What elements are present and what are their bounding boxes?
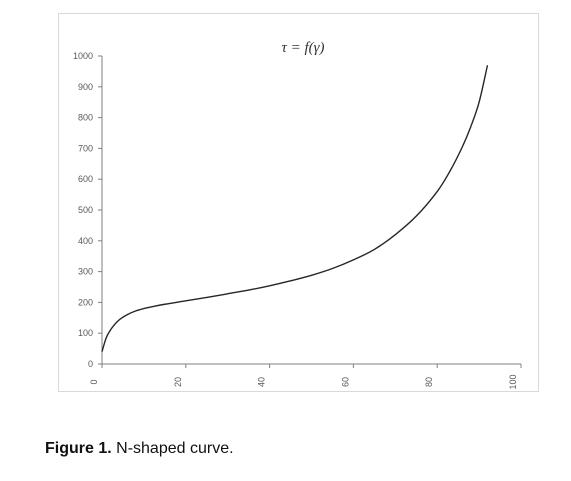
y-tick-label: 400 bbox=[78, 236, 93, 246]
y-tick-label: 100 bbox=[78, 328, 93, 338]
series-layer bbox=[101, 65, 489, 352]
y-tick-label: 700 bbox=[78, 143, 93, 153]
y-tick-label: 600 bbox=[78, 174, 93, 184]
chart-area-border bbox=[58, 13, 539, 392]
x-tick-label: 60 bbox=[340, 377, 350, 387]
figure-caption: Figure 1. N-shaped curve. bbox=[45, 440, 234, 458]
caption-label: Figure 1. bbox=[45, 440, 112, 457]
x-axis-ticks: 0 20 40 60 80 100 bbox=[89, 364, 522, 390]
y-tick-label: 200 bbox=[78, 297, 93, 307]
y-tick-label: 800 bbox=[78, 113, 93, 123]
series-line bbox=[101, 65, 489, 352]
y-tick-label: 0 bbox=[88, 359, 93, 369]
caption-text: N-shaped curve. bbox=[116, 440, 234, 457]
x-tick-label: 80 bbox=[424, 377, 434, 387]
x-tick-label: 40 bbox=[257, 377, 267, 387]
y-tick-label: 1000 bbox=[73, 51, 93, 61]
chart-title: τ = f(γ) bbox=[281, 40, 324, 56]
x-tick-label: 0 bbox=[89, 379, 99, 384]
y-tick-label: 500 bbox=[78, 205, 93, 215]
x-tick-label: 20 bbox=[173, 377, 183, 387]
y-tick-label: 900 bbox=[78, 82, 93, 92]
x-tick-label: 100 bbox=[508, 374, 518, 389]
y-axis-ticks: 0 100 200 300 400 500 600 700 800 900 1000 bbox=[73, 51, 102, 369]
y-tick-label: 300 bbox=[78, 267, 93, 277]
